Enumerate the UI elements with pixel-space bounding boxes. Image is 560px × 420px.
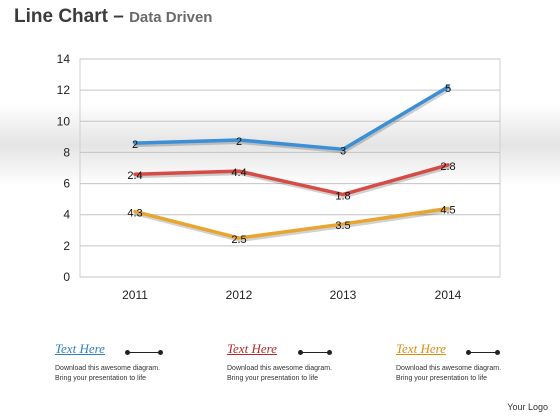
data-label: 1.8 xyxy=(335,190,350,202)
y-tick-label: 8 xyxy=(63,145,70,159)
x-tick-label: 2014 xyxy=(435,288,462,302)
x-tick-label: 2011 xyxy=(122,288,148,302)
y-tick-label: 10 xyxy=(57,114,71,128)
connector-dot-icon xyxy=(327,350,332,355)
connector-dot-icon xyxy=(298,350,303,355)
footer-text-line: Download this awesome diagram. xyxy=(227,365,333,372)
data-label: 2.5 xyxy=(231,234,246,246)
y-tick-label: 4 xyxy=(63,208,70,222)
y-tick-label: 0 xyxy=(63,270,70,284)
connector-dot-icon xyxy=(158,350,163,355)
footer-text-line: Download this awesome diagram. xyxy=(396,365,502,372)
footer-connector-1 xyxy=(125,350,163,355)
data-label: 4.3 xyxy=(127,208,142,220)
data-label: 2.4 xyxy=(127,170,142,182)
footer-heading-1: Text Here xyxy=(55,341,105,356)
y-tick-label: 14 xyxy=(57,52,71,66)
data-label: 3 xyxy=(340,145,346,157)
title-dash: – xyxy=(113,6,124,27)
series-line xyxy=(133,206,450,240)
page-title: Line Chart – Data Driven xyxy=(14,6,212,28)
title-main: Line Chart xyxy=(14,6,108,27)
footer-text-line: Bring your presentation to life xyxy=(227,375,319,382)
data-label: 2 xyxy=(132,139,138,151)
data-label: 2 xyxy=(236,136,242,148)
footer-text-3: Download this awesome diagram. Bring you… xyxy=(396,364,546,384)
footer-connector-2 xyxy=(298,350,332,355)
y-tick-label: 12 xyxy=(57,83,71,97)
footer-text-line: Download this awesome diagram. xyxy=(55,365,161,372)
series-line-shadow xyxy=(134,87,451,154)
footer-item-1: Text Here Download this awesome diagram.… xyxy=(55,340,205,384)
logo-text: Your Logo xyxy=(507,402,548,412)
series-line xyxy=(133,163,450,197)
footer-item-2: Text Here Download this awesome diagram.… xyxy=(227,340,377,384)
line-chart: 0 2 4 6 8 10 12 14 2011 2012 2013 2014 2 2 3 5 2.4 4.4 1.8… xyxy=(57,52,501,302)
footer-text-line: Bring your presentation to life xyxy=(55,375,147,382)
x-tick-label: 2013 xyxy=(330,288,357,302)
connector-dot-icon xyxy=(466,350,471,355)
data-label: 4.5 xyxy=(440,204,455,216)
footer-text-line: Bring your presentation to life xyxy=(396,375,488,382)
data-label: 2.8 xyxy=(440,161,455,173)
connector-dot-icon xyxy=(125,350,130,355)
footer-text-1: Download this awesome diagram. Bring you… xyxy=(55,364,205,384)
data-label: 4.4 xyxy=(231,167,246,179)
y-tick-label: 6 xyxy=(63,177,70,191)
data-label: 5 xyxy=(445,83,451,95)
y-tick-label: 2 xyxy=(63,239,70,253)
footer-connector-3 xyxy=(466,350,500,355)
footer-heading-2: Text Here xyxy=(227,341,277,356)
title-subtitle: Data Driven xyxy=(129,9,213,26)
series-line xyxy=(133,85,450,152)
footer-heading-3: Text Here xyxy=(396,341,446,356)
connector-dot-icon xyxy=(495,350,500,355)
footer-item-3: Text Here Download this awesome diagram.… xyxy=(396,340,546,384)
data-label: 3.5 xyxy=(335,220,350,232)
footer-text-2: Download this awesome diagram. Bring you… xyxy=(227,364,377,384)
x-tick-label: 2012 xyxy=(226,288,253,302)
